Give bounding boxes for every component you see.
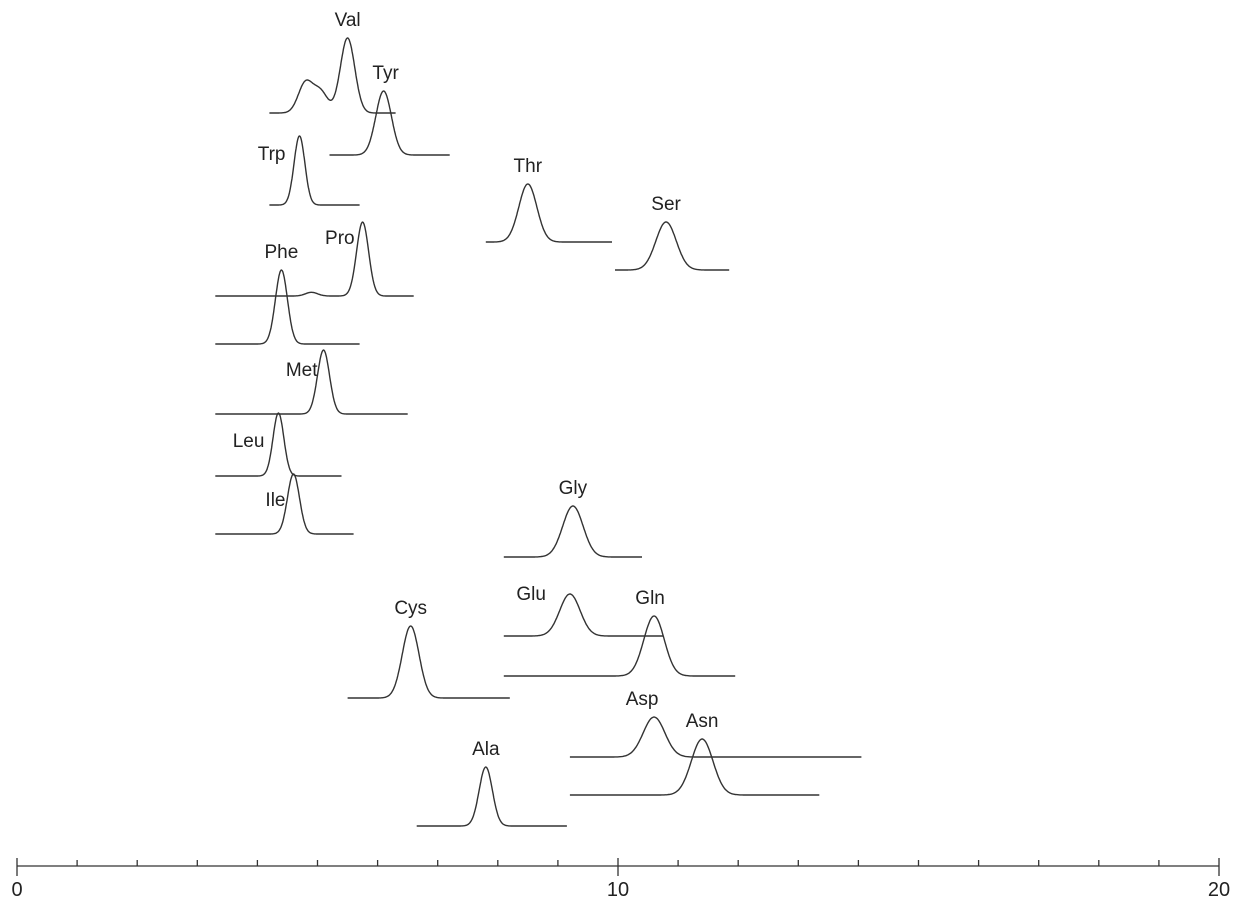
peak-label-gln: Gln [635, 588, 665, 609]
trace-trp [269, 135, 360, 206]
peak-label-ala: Ala [472, 739, 500, 760]
trace-val [269, 37, 396, 114]
peak-label-asn: Asn [686, 711, 719, 732]
trace-asp [569, 716, 862, 758]
peak-label-val: Val [335, 10, 361, 31]
x-tick-label: 10 [607, 879, 629, 901]
peak-label-asp: Asp [626, 689, 659, 710]
trace-leu [215, 412, 342, 477]
trace-phe [215, 269, 360, 345]
trace-ile [215, 473, 354, 535]
x-tick-label: 20 [1208, 879, 1230, 901]
trace-met [215, 349, 408, 415]
trace-gly [503, 505, 643, 558]
trace-glu [503, 593, 664, 637]
peak-label-gly: Gly [559, 478, 588, 499]
trace-tyr [329, 90, 450, 156]
chromatogram-traces [215, 37, 862, 827]
peak-label-phe: Phe [264, 242, 298, 263]
peak-label-met: Met [286, 360, 318, 381]
peak-label-ser: Ser [651, 194, 681, 215]
peak-label-pro: Pro [325, 228, 355, 249]
peak-label-ile: Ile [265, 490, 285, 511]
trace-gln [503, 615, 736, 677]
trace-ala [416, 766, 567, 827]
trace-pro [215, 221, 414, 297]
peak-label-tyr: Tyr [372, 63, 399, 84]
trace-asn [569, 738, 820, 796]
trace-thr [485, 183, 613, 243]
trace-cys [347, 625, 510, 699]
peak-label-trp: Trp [258, 144, 286, 165]
peak-label-glu: Glu [516, 584, 546, 605]
peak-label-cys: Cys [394, 598, 427, 619]
x-axis: 0 10 20 [11, 858, 1230, 901]
peak-label-thr: Thr [514, 156, 543, 177]
trace-ser [614, 221, 730, 271]
x-tick-label: 0 [11, 879, 22, 901]
peak-labels: Val Tyr Trp Thr Ser Pro Phe Met Leu Ile Gly Cys Glu G… [233, 10, 719, 760]
peak-label-leu: Leu [233, 431, 265, 452]
